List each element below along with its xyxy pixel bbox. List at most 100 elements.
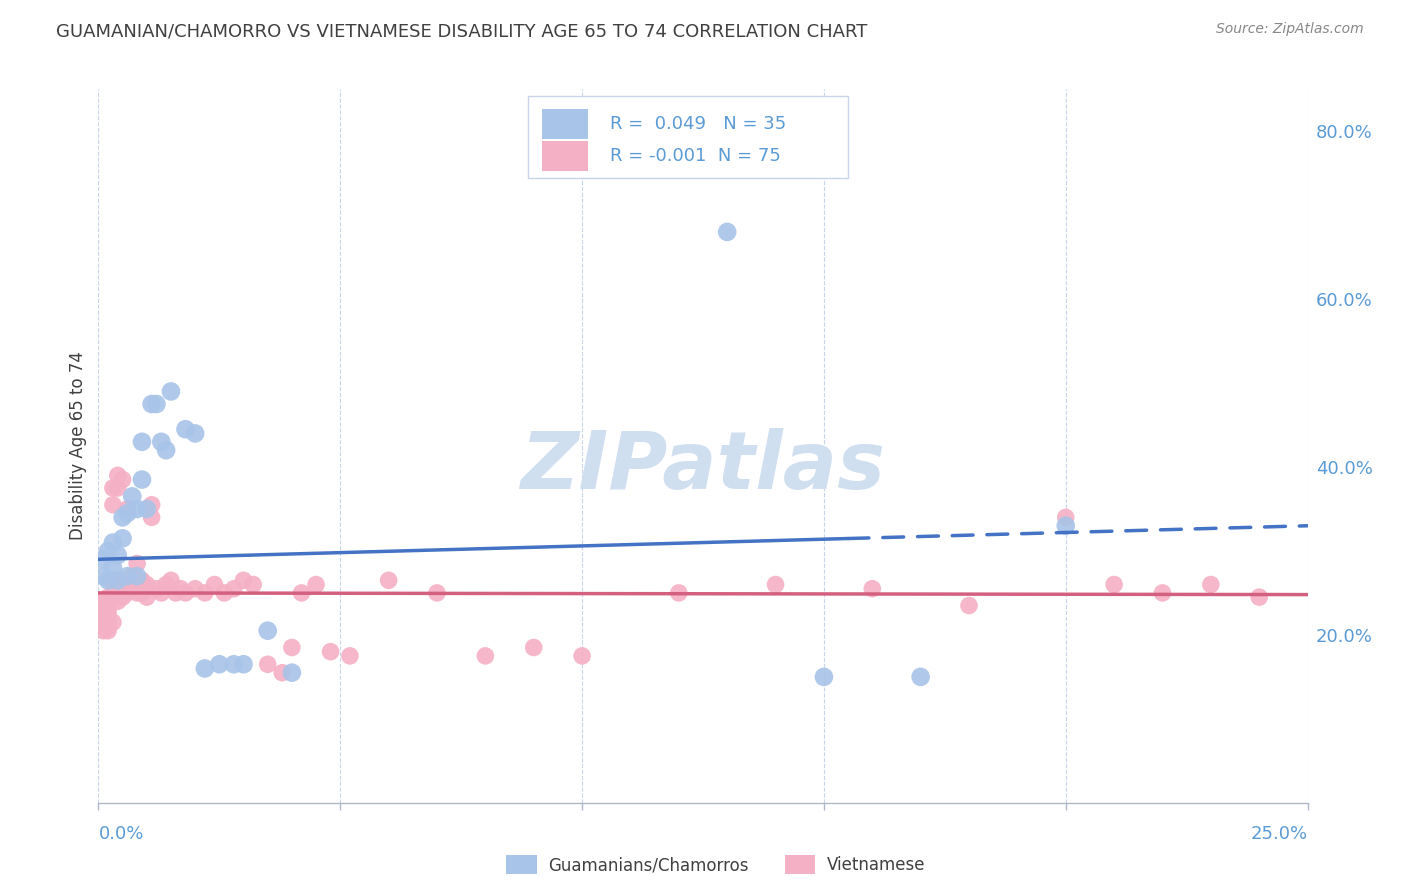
Point [957, 599, 980, 613]
Point [141, 510, 163, 524]
Point [107, 468, 129, 483]
Point [111, 590, 134, 604]
Point [232, 657, 254, 672]
Point [426, 586, 449, 600]
Point [1054, 510, 1077, 524]
Text: 0.0%: 0.0% [98, 825, 143, 843]
Point [165, 586, 187, 600]
Point [1199, 577, 1222, 591]
Point [135, 577, 157, 591]
Point [184, 582, 207, 596]
Point [232, 574, 254, 588]
Point [97, 624, 120, 638]
Point [101, 574, 124, 588]
Y-axis label: Disability Age 65 to 74: Disability Age 65 to 74 [69, 351, 87, 541]
Text: R = -0.001  N = 75: R = -0.001 N = 75 [610, 147, 780, 165]
Point [97, 574, 120, 588]
Point [145, 397, 167, 411]
Point [208, 657, 231, 672]
Point [910, 670, 932, 684]
Point [1249, 590, 1271, 604]
Point [281, 640, 304, 655]
Point [91, 624, 114, 638]
Point [91, 552, 114, 566]
Point [256, 657, 278, 672]
Point [127, 586, 149, 600]
FancyBboxPatch shape [527, 96, 848, 178]
Point [91, 569, 114, 583]
Point [184, 426, 207, 441]
Point [474, 648, 496, 663]
Point [117, 506, 139, 520]
Text: 25.0%: 25.0% [1250, 825, 1308, 843]
Point [141, 498, 163, 512]
Point [107, 548, 129, 562]
Point [131, 434, 153, 449]
Point [121, 569, 143, 583]
Point [155, 443, 177, 458]
Point [91, 594, 114, 608]
Point [107, 481, 129, 495]
Point [290, 586, 312, 600]
Point [150, 434, 173, 449]
Text: Source: ZipAtlas.com: Source: ZipAtlas.com [1216, 22, 1364, 37]
Point [101, 615, 124, 630]
Point [97, 607, 120, 621]
Point [97, 544, 120, 558]
Point [111, 582, 134, 596]
Point [101, 498, 124, 512]
Point [377, 574, 399, 588]
Point [169, 582, 191, 596]
Point [150, 586, 173, 600]
Point [91, 599, 114, 613]
Point [135, 590, 157, 604]
Point [127, 557, 149, 571]
Point [860, 582, 883, 596]
Point [97, 615, 120, 630]
Point [155, 577, 177, 591]
Point [222, 657, 245, 672]
Point [145, 582, 167, 596]
FancyBboxPatch shape [543, 109, 588, 139]
Point [242, 577, 264, 591]
Point [339, 648, 361, 663]
Point [204, 577, 226, 591]
Point [91, 615, 114, 630]
FancyBboxPatch shape [543, 141, 588, 171]
Point [271, 665, 294, 680]
Point [127, 569, 149, 583]
Point [135, 502, 157, 516]
Point [571, 648, 593, 663]
Point [107, 582, 129, 596]
Point [97, 619, 120, 633]
Point [91, 603, 114, 617]
Point [281, 665, 304, 680]
Point [1102, 577, 1125, 591]
Point [97, 603, 120, 617]
Point [117, 569, 139, 583]
Text: GUAMANIAN/CHAMORRO VS VIETNAMESE DISABILITY AGE 65 TO 74 CORRELATION CHART: GUAMANIAN/CHAMORRO VS VIETNAMESE DISABIL… [56, 22, 868, 40]
Point [107, 594, 129, 608]
Point [91, 607, 114, 621]
Point [101, 586, 124, 600]
Point [91, 611, 114, 625]
Text: Guamanians/Chamorros: Guamanians/Chamorros [548, 856, 749, 874]
Point [101, 560, 124, 574]
Point [1152, 586, 1174, 600]
Point [716, 225, 738, 239]
Point [121, 582, 143, 596]
Point [174, 586, 197, 600]
Point [160, 384, 183, 399]
Point [256, 624, 278, 638]
Point [523, 640, 546, 655]
Point [305, 577, 328, 591]
Point [194, 661, 217, 675]
Point [111, 532, 134, 546]
Point [668, 586, 690, 600]
Point [194, 586, 217, 600]
Text: R =  0.049   N = 35: R = 0.049 N = 35 [610, 115, 786, 133]
Point [222, 582, 245, 596]
Point [212, 586, 235, 600]
Text: ZIPatlas: ZIPatlas [520, 428, 886, 507]
Point [131, 574, 153, 588]
